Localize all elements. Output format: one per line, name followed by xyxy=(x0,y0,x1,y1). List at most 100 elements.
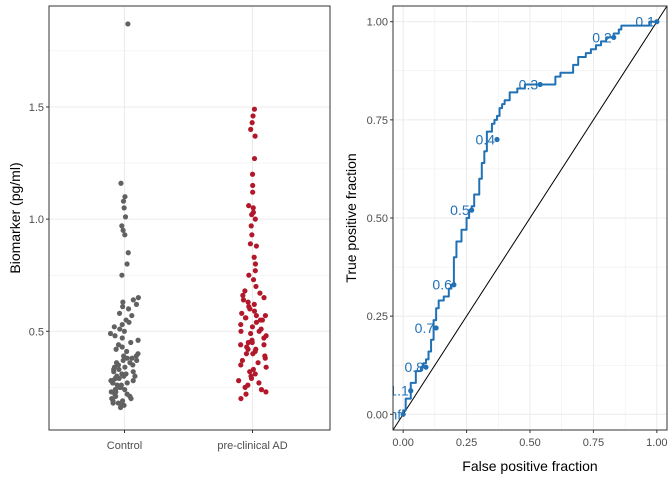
left-gridlines xyxy=(49,6,330,430)
data-point xyxy=(119,335,125,341)
data-point xyxy=(262,312,268,319)
data-point xyxy=(116,310,123,316)
data-point xyxy=(118,180,124,186)
left-y-tick-label: 1.5 xyxy=(29,102,44,114)
data-point xyxy=(238,328,244,334)
data-point xyxy=(135,337,141,343)
data-point xyxy=(251,155,258,162)
data-point xyxy=(248,330,254,337)
roc-cutoff-point xyxy=(423,364,429,370)
data-point xyxy=(238,342,244,348)
data-point xyxy=(129,312,135,319)
data-point xyxy=(250,277,257,283)
roc-cutoff-point xyxy=(611,34,617,41)
data-point xyxy=(261,295,267,301)
data-point xyxy=(113,393,119,399)
right-axis-ticks: 0.00 0.25 0.50 0.75 1.00 0.00 0.25 0.50 0.75 1.00 xyxy=(367,17,668,449)
left-x-tick-label: pre-clinical AD xyxy=(217,440,287,452)
roc-cutoff-point xyxy=(494,136,500,143)
data-point xyxy=(245,339,251,346)
data-point xyxy=(250,351,256,357)
data-point xyxy=(126,319,132,325)
data-point xyxy=(118,384,124,390)
data-point xyxy=(113,346,119,352)
data-point xyxy=(251,254,257,260)
data-point xyxy=(125,250,131,256)
data-point xyxy=(112,333,118,339)
data-point xyxy=(242,288,248,294)
right-x-tick-label: 0.75 xyxy=(583,437,604,449)
data-point xyxy=(239,357,246,364)
data-point xyxy=(248,126,254,132)
left-y-tick-label: 1.0 xyxy=(29,214,44,226)
data-point xyxy=(133,353,139,359)
left-y-tick-label: 0.5 xyxy=(29,326,44,338)
data-point xyxy=(120,304,126,310)
data-point xyxy=(236,378,242,384)
left-y-axis-title: Biomarker (pg/ml) xyxy=(7,162,23,273)
data-point xyxy=(120,198,127,204)
right-y-tick-label: 0.75 xyxy=(367,115,388,127)
data-point xyxy=(122,194,128,200)
right-x-tick-label: 0.00 xyxy=(392,437,413,449)
data-point xyxy=(130,362,136,368)
data-point xyxy=(130,378,136,384)
data-point xyxy=(249,232,255,238)
data-point xyxy=(242,384,248,390)
data-point xyxy=(250,205,256,211)
data-point xyxy=(249,171,256,177)
data-point xyxy=(128,395,134,402)
right-y-tick-label: 0.50 xyxy=(367,213,388,225)
data-point xyxy=(119,398,126,404)
roc-cutoff-point xyxy=(451,282,457,288)
roc-cutoff-point xyxy=(537,81,543,88)
data-point xyxy=(253,312,260,319)
right-x-axis-title: False positive fraction xyxy=(462,458,597,474)
left-data-points xyxy=(107,21,269,411)
roc-content: 0.1 0.2 0.3 0.4 0.5 0.6 0.7 0.8 1.1 Inf xyxy=(393,6,667,430)
data-point xyxy=(252,261,259,267)
data-point xyxy=(121,373,127,379)
data-point xyxy=(257,290,263,296)
data-point xyxy=(116,366,122,373)
data-point xyxy=(261,342,267,348)
data-point xyxy=(240,292,246,298)
data-point xyxy=(245,346,251,352)
left-x-tick-label: Control xyxy=(107,440,142,452)
data-point xyxy=(122,364,128,370)
data-point xyxy=(117,404,124,411)
data-point xyxy=(238,362,244,368)
roc-curve-line xyxy=(402,20,657,415)
data-point xyxy=(134,357,140,364)
data-point xyxy=(263,364,269,370)
data-point xyxy=(245,299,251,305)
data-point xyxy=(130,297,136,303)
data-point xyxy=(247,241,253,247)
data-point xyxy=(111,369,117,375)
data-point xyxy=(124,380,130,386)
data-point xyxy=(119,321,125,328)
data-point xyxy=(115,362,122,368)
data-point xyxy=(132,373,138,379)
data-point xyxy=(243,391,249,397)
data-point xyxy=(125,306,132,312)
right-y-tick-label: 0.00 xyxy=(367,409,388,421)
data-point xyxy=(253,319,260,325)
data-point xyxy=(249,212,255,218)
data-point xyxy=(124,355,130,361)
data-point xyxy=(249,324,256,330)
data-point xyxy=(238,395,244,402)
right-x-tick-label: 0.50 xyxy=(519,437,540,449)
data-point xyxy=(246,203,252,209)
data-point xyxy=(253,283,259,290)
data-point xyxy=(250,182,256,189)
data-point xyxy=(249,120,255,126)
roc-cutoff-label: 0.1 xyxy=(635,14,655,30)
data-point xyxy=(252,371,258,377)
data-point xyxy=(261,335,267,341)
roc-cutoff-label: 0.8 xyxy=(405,359,425,375)
data-point xyxy=(255,360,261,366)
data-point xyxy=(263,389,269,395)
